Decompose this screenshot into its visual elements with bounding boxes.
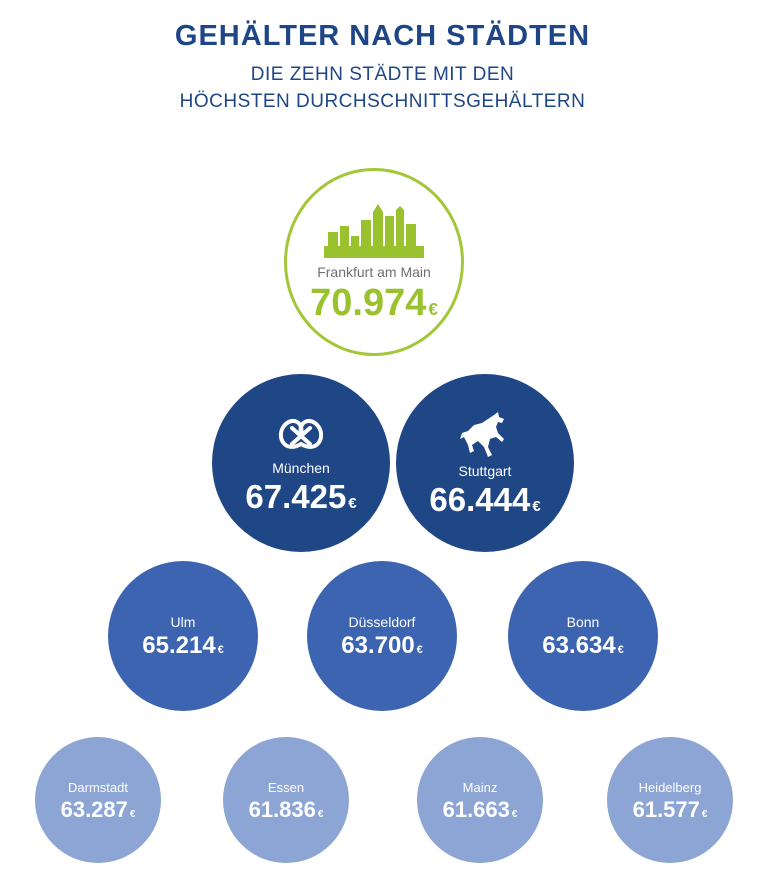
bubble-city-label: München xyxy=(272,459,330,476)
bubble-value: 61.663 € xyxy=(442,796,518,822)
currency-symbol: € xyxy=(348,495,357,512)
page-subtitle-line1: DIE ZEHN STÄDTE MIT DEN xyxy=(250,64,515,85)
city-bubble-frankfurt: Frankfurt am Main 70.974 € xyxy=(284,168,464,356)
currency-symbol: € xyxy=(532,498,541,515)
bubble-value: 61.577 € xyxy=(632,796,708,822)
bubble-city-label: Düsseldorf xyxy=(348,614,416,630)
bubble-city-label: Ulm xyxy=(170,614,196,630)
bubble-value: 65.214 € xyxy=(142,632,224,659)
bubble-value: 63.700 € xyxy=(341,632,423,659)
bubble-city-label: Mainz xyxy=(462,779,498,795)
bubble-city-label: Bonn xyxy=(566,614,600,630)
currency-symbol: € xyxy=(428,300,438,319)
currency-symbol: € xyxy=(416,644,423,656)
bubble-value: 70.974 € xyxy=(310,282,438,324)
city-bubble-bonn: Bonn 63.634 € xyxy=(508,561,658,711)
horse-icon xyxy=(460,411,504,457)
currency-symbol: € xyxy=(217,644,224,656)
bubble-city-label: Frankfurt am Main xyxy=(317,264,431,280)
page-subtitle-line2: HÖCHSTEN DURCHSCHNITTSGEHÄLTERN xyxy=(179,91,586,112)
city-bubble-heidelberg: Heidelberg 61.577 € xyxy=(607,737,733,863)
bubble-value: 61.836 € xyxy=(248,796,324,822)
city-bubble-duesseldorf: Düsseldorf 63.700 € xyxy=(307,561,457,711)
bubble-city-label: Darmstadt xyxy=(68,779,128,795)
skyline-icon xyxy=(324,204,424,258)
city-bubble-essen: Essen 61.836 € xyxy=(223,737,349,863)
currency-symbol: € xyxy=(511,808,518,820)
bubble-value: 67.425 € xyxy=(245,477,357,515)
currency-symbol: € xyxy=(129,808,136,820)
pretzel-icon xyxy=(278,418,324,449)
bubble-city-label: Stuttgart xyxy=(458,462,512,479)
bubble-city-label: Essen xyxy=(267,779,305,795)
city-bubble-ulm: Ulm 65.214 € xyxy=(108,561,258,711)
currency-symbol: € xyxy=(317,808,324,820)
city-bubble-stuttgart: Stuttgart 66.444 € xyxy=(396,374,574,552)
bubble-city-label: Heidelberg xyxy=(638,779,702,795)
bubble-value: 63.287 € xyxy=(60,796,136,822)
currency-symbol: € xyxy=(701,808,708,820)
page-title: GEHÄLTER NACH STÄDTEN xyxy=(174,20,591,52)
city-bubble-muenchen: München 67.425 € xyxy=(212,374,390,552)
bubble-value: 63.634 € xyxy=(542,632,624,659)
currency-symbol: € xyxy=(617,644,624,656)
city-bubble-mainz: Mainz 61.663 € xyxy=(417,737,543,863)
bubble-value: 66.444 € xyxy=(429,480,541,518)
city-bubble-darmstadt: Darmstadt 63.287 € xyxy=(35,737,161,863)
